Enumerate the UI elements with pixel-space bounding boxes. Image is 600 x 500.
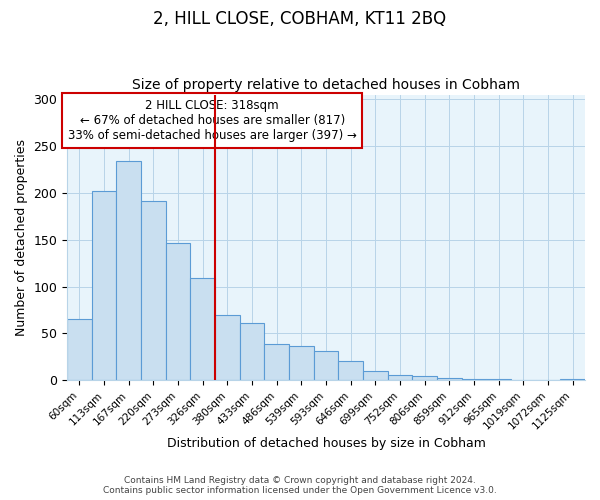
Text: 2 HILL CLOSE: 318sqm
← 67% of detached houses are smaller (817)
33% of semi-deta: 2 HILL CLOSE: 318sqm ← 67% of detached h… (68, 99, 356, 142)
Bar (116, 161, 141, 380)
Bar (437, 378, 462, 380)
Bar (166, 244, 190, 380)
Title: Size of property relative to detached houses in Cobham: Size of property relative to detached ho… (132, 78, 520, 92)
Bar (141, 202, 166, 380)
Bar (338, 362, 363, 380)
Bar (462, 379, 487, 380)
Text: Contains HM Land Registry data © Crown copyright and database right 2024.
Contai: Contains HM Land Registry data © Crown c… (103, 476, 497, 495)
Bar (363, 371, 388, 380)
Bar (289, 346, 314, 380)
Bar (215, 314, 240, 380)
X-axis label: Distribution of detached houses by size in Cobham: Distribution of detached houses by size … (167, 437, 485, 450)
Bar (388, 376, 412, 380)
Text: 2, HILL CLOSE, COBHAM, KT11 2BQ: 2, HILL CLOSE, COBHAM, KT11 2BQ (154, 10, 446, 28)
Bar (560, 379, 585, 380)
Bar (240, 323, 265, 380)
Bar (265, 344, 289, 380)
Bar (412, 376, 437, 380)
Bar (92, 191, 116, 380)
Bar (314, 351, 338, 380)
Bar (67, 320, 92, 380)
Bar (487, 379, 511, 380)
Bar (190, 278, 215, 380)
Y-axis label: Number of detached properties: Number of detached properties (15, 139, 28, 336)
